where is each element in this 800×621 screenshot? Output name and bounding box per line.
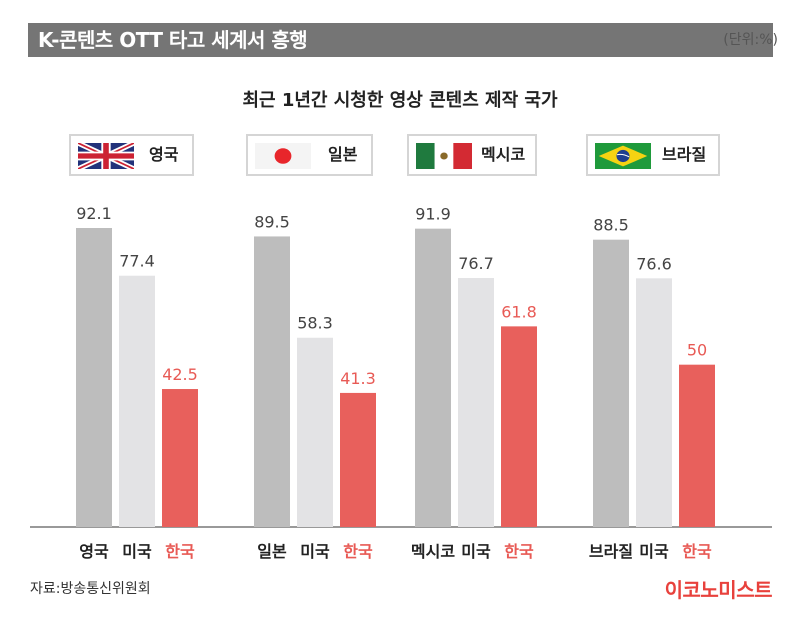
japan-flag-icon	[255, 143, 311, 169]
mexico-flag-icon	[416, 143, 472, 169]
country-box-uk: 영국	[69, 134, 194, 176]
brazil-flag-icon	[595, 143, 651, 169]
category-label-3-local: 브라질	[588, 542, 634, 561]
value-label-3-us: 76.6	[636, 254, 672, 273]
country-box-brazil: 브라질	[586, 134, 720, 176]
brand-logo: 이코노미스트	[664, 578, 773, 602]
value-label-3-local: 88.5	[593, 216, 629, 235]
bar-1-us	[297, 337, 333, 527]
value-label-1-local: 89.5	[254, 212, 290, 231]
category-label-2-local: 멕시코	[410, 542, 456, 561]
country-name-uk: 영국	[149, 145, 179, 164]
value-label-2-korea: 61.8	[501, 302, 537, 321]
bar-0-us	[119, 275, 155, 527]
bar-1-korea	[340, 392, 376, 527]
bar-2-korea	[501, 326, 537, 527]
source-note: 자료:방송통신위원회	[30, 581, 151, 597]
category-label-3-us: 미국	[639, 542, 669, 561]
category-label-0-local: 영국	[79, 542, 109, 561]
country-box-japan: 일본	[246, 134, 373, 176]
value-label-0-local: 92.1	[76, 204, 112, 223]
value-label-2-us: 76.7	[458, 254, 494, 273]
bar-1-local	[254, 236, 290, 527]
bar-3-local	[593, 239, 629, 527]
category-label-1-korea: 한국	[343, 542, 373, 561]
category-label-2-us: 미국	[461, 542, 491, 561]
value-label-1-us: 58.3	[297, 314, 333, 333]
country-box-mexico: 멕시코	[407, 134, 537, 176]
chart-title: 최근 1년간 시청한 영상 콘텐츠 제작 국가	[242, 90, 558, 111]
bar-3-korea	[679, 364, 715, 527]
bar-2-us	[458, 277, 494, 527]
category-label-2-korea: 한국	[504, 542, 534, 561]
unit-note: (단위:%)	[723, 32, 778, 48]
category-label-1-local: 일본	[257, 542, 287, 561]
category-label-3-korea: 한국	[682, 542, 712, 561]
value-label-2-local: 91.9	[415, 205, 451, 224]
uk-flag-icon	[78, 143, 134, 169]
bar-0-local	[76, 228, 112, 527]
country-name-brazil: 브라질	[662, 145, 707, 164]
value-label-3-korea: 50	[687, 341, 707, 360]
value-label-0-us: 77.4	[119, 252, 155, 271]
header-bar	[28, 23, 773, 57]
category-label-0-korea: 한국	[165, 542, 195, 561]
value-label-1-korea: 41.3	[340, 369, 376, 388]
bar-0-korea	[162, 389, 198, 527]
bar-2-local	[415, 228, 451, 527]
category-label-1-us: 미국	[300, 542, 330, 561]
bar-3-us	[636, 278, 672, 527]
category-label-0-us: 미국	[122, 542, 152, 561]
country-name-japan: 일본	[328, 145, 358, 164]
value-label-0-korea: 42.5	[162, 365, 198, 384]
page-title: K-콘텐츠 OTT 타고 세계서 흥행	[38, 28, 308, 52]
country-name-mexico: 멕시코	[481, 145, 526, 164]
